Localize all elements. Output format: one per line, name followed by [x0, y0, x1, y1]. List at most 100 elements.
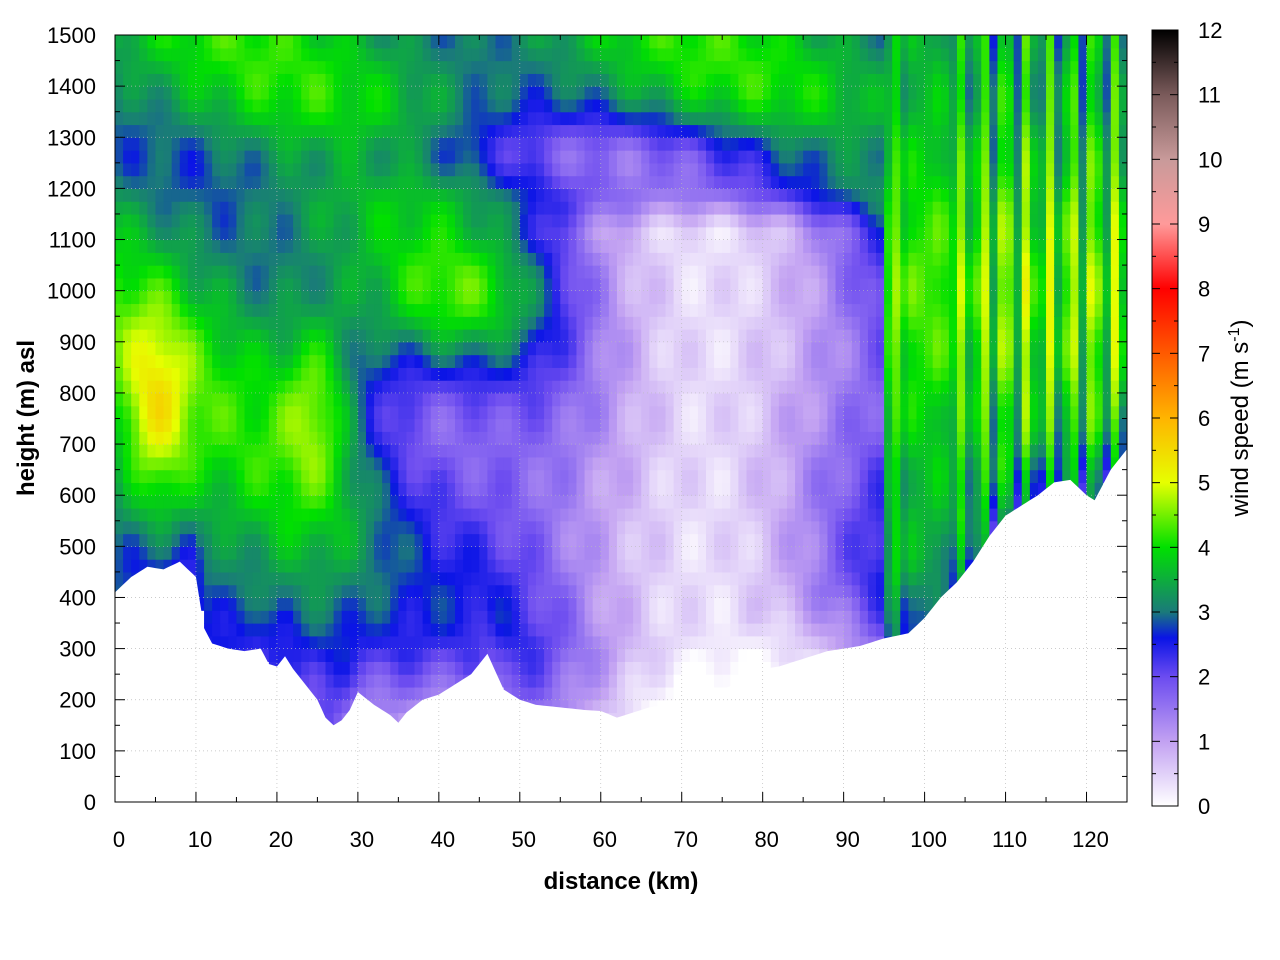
- heatmap-cell: [657, 252, 667, 266]
- heatmap-cell: [673, 201, 683, 215]
- heatmap-cell: [900, 35, 910, 49]
- heatmap-cell: [187, 60, 197, 74]
- heatmap-cell: [722, 98, 731, 113]
- heatmap-cell: [204, 533, 213, 547]
- heatmap-cell: [414, 674, 424, 688]
- heatmap-cell: [163, 316, 173, 330]
- heatmap-cell: [544, 597, 553, 611]
- heatmap-cell: [398, 584, 408, 599]
- heatmap-cell: [568, 175, 578, 189]
- heatmap-cell: [115, 559, 124, 573]
- heatmap-cell: [398, 265, 408, 279]
- heatmap-cell: [503, 73, 513, 87]
- heatmap-cell: [665, 341, 675, 356]
- heatmap-cell: [584, 329, 594, 343]
- heatmap-cell: [746, 303, 756, 317]
- heatmap-cell: [430, 571, 440, 586]
- heatmap-cell: [212, 520, 221, 535]
- heatmap-cell: [252, 456, 262, 471]
- heatmap-cell: [811, 559, 820, 573]
- heatmap-cell: [171, 507, 181, 522]
- heatmap-cell: [455, 546, 464, 560]
- heatmap-cell: [163, 124, 173, 138]
- heatmap-cell: [681, 124, 691, 138]
- heatmap-cell: [746, 533, 756, 547]
- heatmap-cell: [276, 252, 286, 266]
- heatmap-cell: [851, 635, 861, 650]
- heatmap-cell: [568, 456, 578, 471]
- heatmap-cell: [325, 405, 335, 420]
- heatmap-cell: [706, 507, 715, 522]
- heatmap-cell: [455, 648, 464, 662]
- heatmap-cell: [301, 239, 310, 253]
- heatmap-cell: [697, 559, 707, 573]
- heatmap-cell: [365, 546, 375, 560]
- heatmap-cell: [592, 495, 602, 509]
- heatmap-cell: [301, 137, 310, 151]
- heatmap-cell: [657, 507, 667, 522]
- heatmap-cell: [697, 661, 707, 675]
- heatmap-cell: [714, 303, 723, 317]
- heatmap-cell: [560, 507, 569, 522]
- heatmap-cell: [390, 686, 399, 701]
- heatmap-cell: [697, 456, 707, 471]
- heatmap-cell: [228, 418, 238, 432]
- heatmap-cell: [884, 188, 893, 202]
- heatmap-cell: [657, 546, 667, 560]
- heatmap-cell: [349, 392, 359, 407]
- heatmap-cell: [552, 380, 561, 394]
- heatmap-cell: [730, 546, 739, 560]
- heatmap-cell: [195, 469, 205, 484]
- heatmap-cell: [535, 482, 545, 496]
- heatmap-cell: [147, 73, 157, 87]
- heatmap-cell: [374, 533, 383, 547]
- heatmap-cell: [382, 124, 391, 138]
- heatmap-cell: [649, 418, 659, 432]
- heatmap-cell: [722, 482, 731, 496]
- heatmap-cell: [600, 252, 610, 266]
- heatmap-cell: [471, 329, 480, 343]
- heatmap-cell: [544, 533, 553, 547]
- heatmap-cell: [527, 290, 537, 305]
- heatmap-cell: [584, 482, 594, 496]
- heatmap-cell: [325, 73, 335, 87]
- heatmap-cell: [430, 150, 440, 164]
- heatmap-cell: [374, 686, 383, 701]
- heatmap-cell: [633, 47, 642, 62]
- heatmap-cell: [341, 444, 351, 458]
- heatmap-cell: [503, 35, 513, 49]
- heatmap-cell: [835, 571, 845, 586]
- heatmap-cell: [471, 341, 480, 356]
- heatmap-cell: [827, 98, 837, 113]
- heatmap-cell: [301, 124, 310, 138]
- heatmap-cell: [260, 98, 270, 113]
- heatmap-cell: [495, 469, 505, 484]
- heatmap-cell: [511, 674, 521, 688]
- heatmap-cell: [876, 290, 885, 305]
- heatmap-cell: [301, 392, 310, 407]
- heatmap-cell: [851, 98, 861, 113]
- heatmap-cell: [819, 124, 829, 138]
- heatmap-cell: [309, 265, 318, 279]
- heatmap-cell: [487, 239, 497, 253]
- heatmap-cell: [851, 584, 861, 599]
- heatmap-cell: [139, 444, 148, 458]
- heatmap-cell: [867, 137, 877, 151]
- heatmap-cell: [665, 418, 675, 432]
- heatmap-cell: [527, 674, 537, 688]
- heatmap-cell: [438, 597, 448, 611]
- heatmap-cell: [803, 584, 812, 599]
- heatmap-cell: [730, 111, 739, 126]
- heatmap-cell: [244, 495, 254, 509]
- heatmap-cell: [195, 444, 205, 458]
- heatmap-cell: [155, 290, 165, 305]
- heatmap-cell: [115, 418, 124, 432]
- heatmap-cell: [592, 201, 602, 215]
- heatmap-cell: [706, 35, 715, 49]
- heatmap-cell: [649, 47, 659, 62]
- heatmap-cell: [195, 316, 205, 330]
- heatmap-cell: [252, 405, 262, 420]
- heatmap-cell: [827, 392, 837, 407]
- heatmap-cell: [301, 571, 310, 586]
- heatmap-cell: [341, 47, 351, 62]
